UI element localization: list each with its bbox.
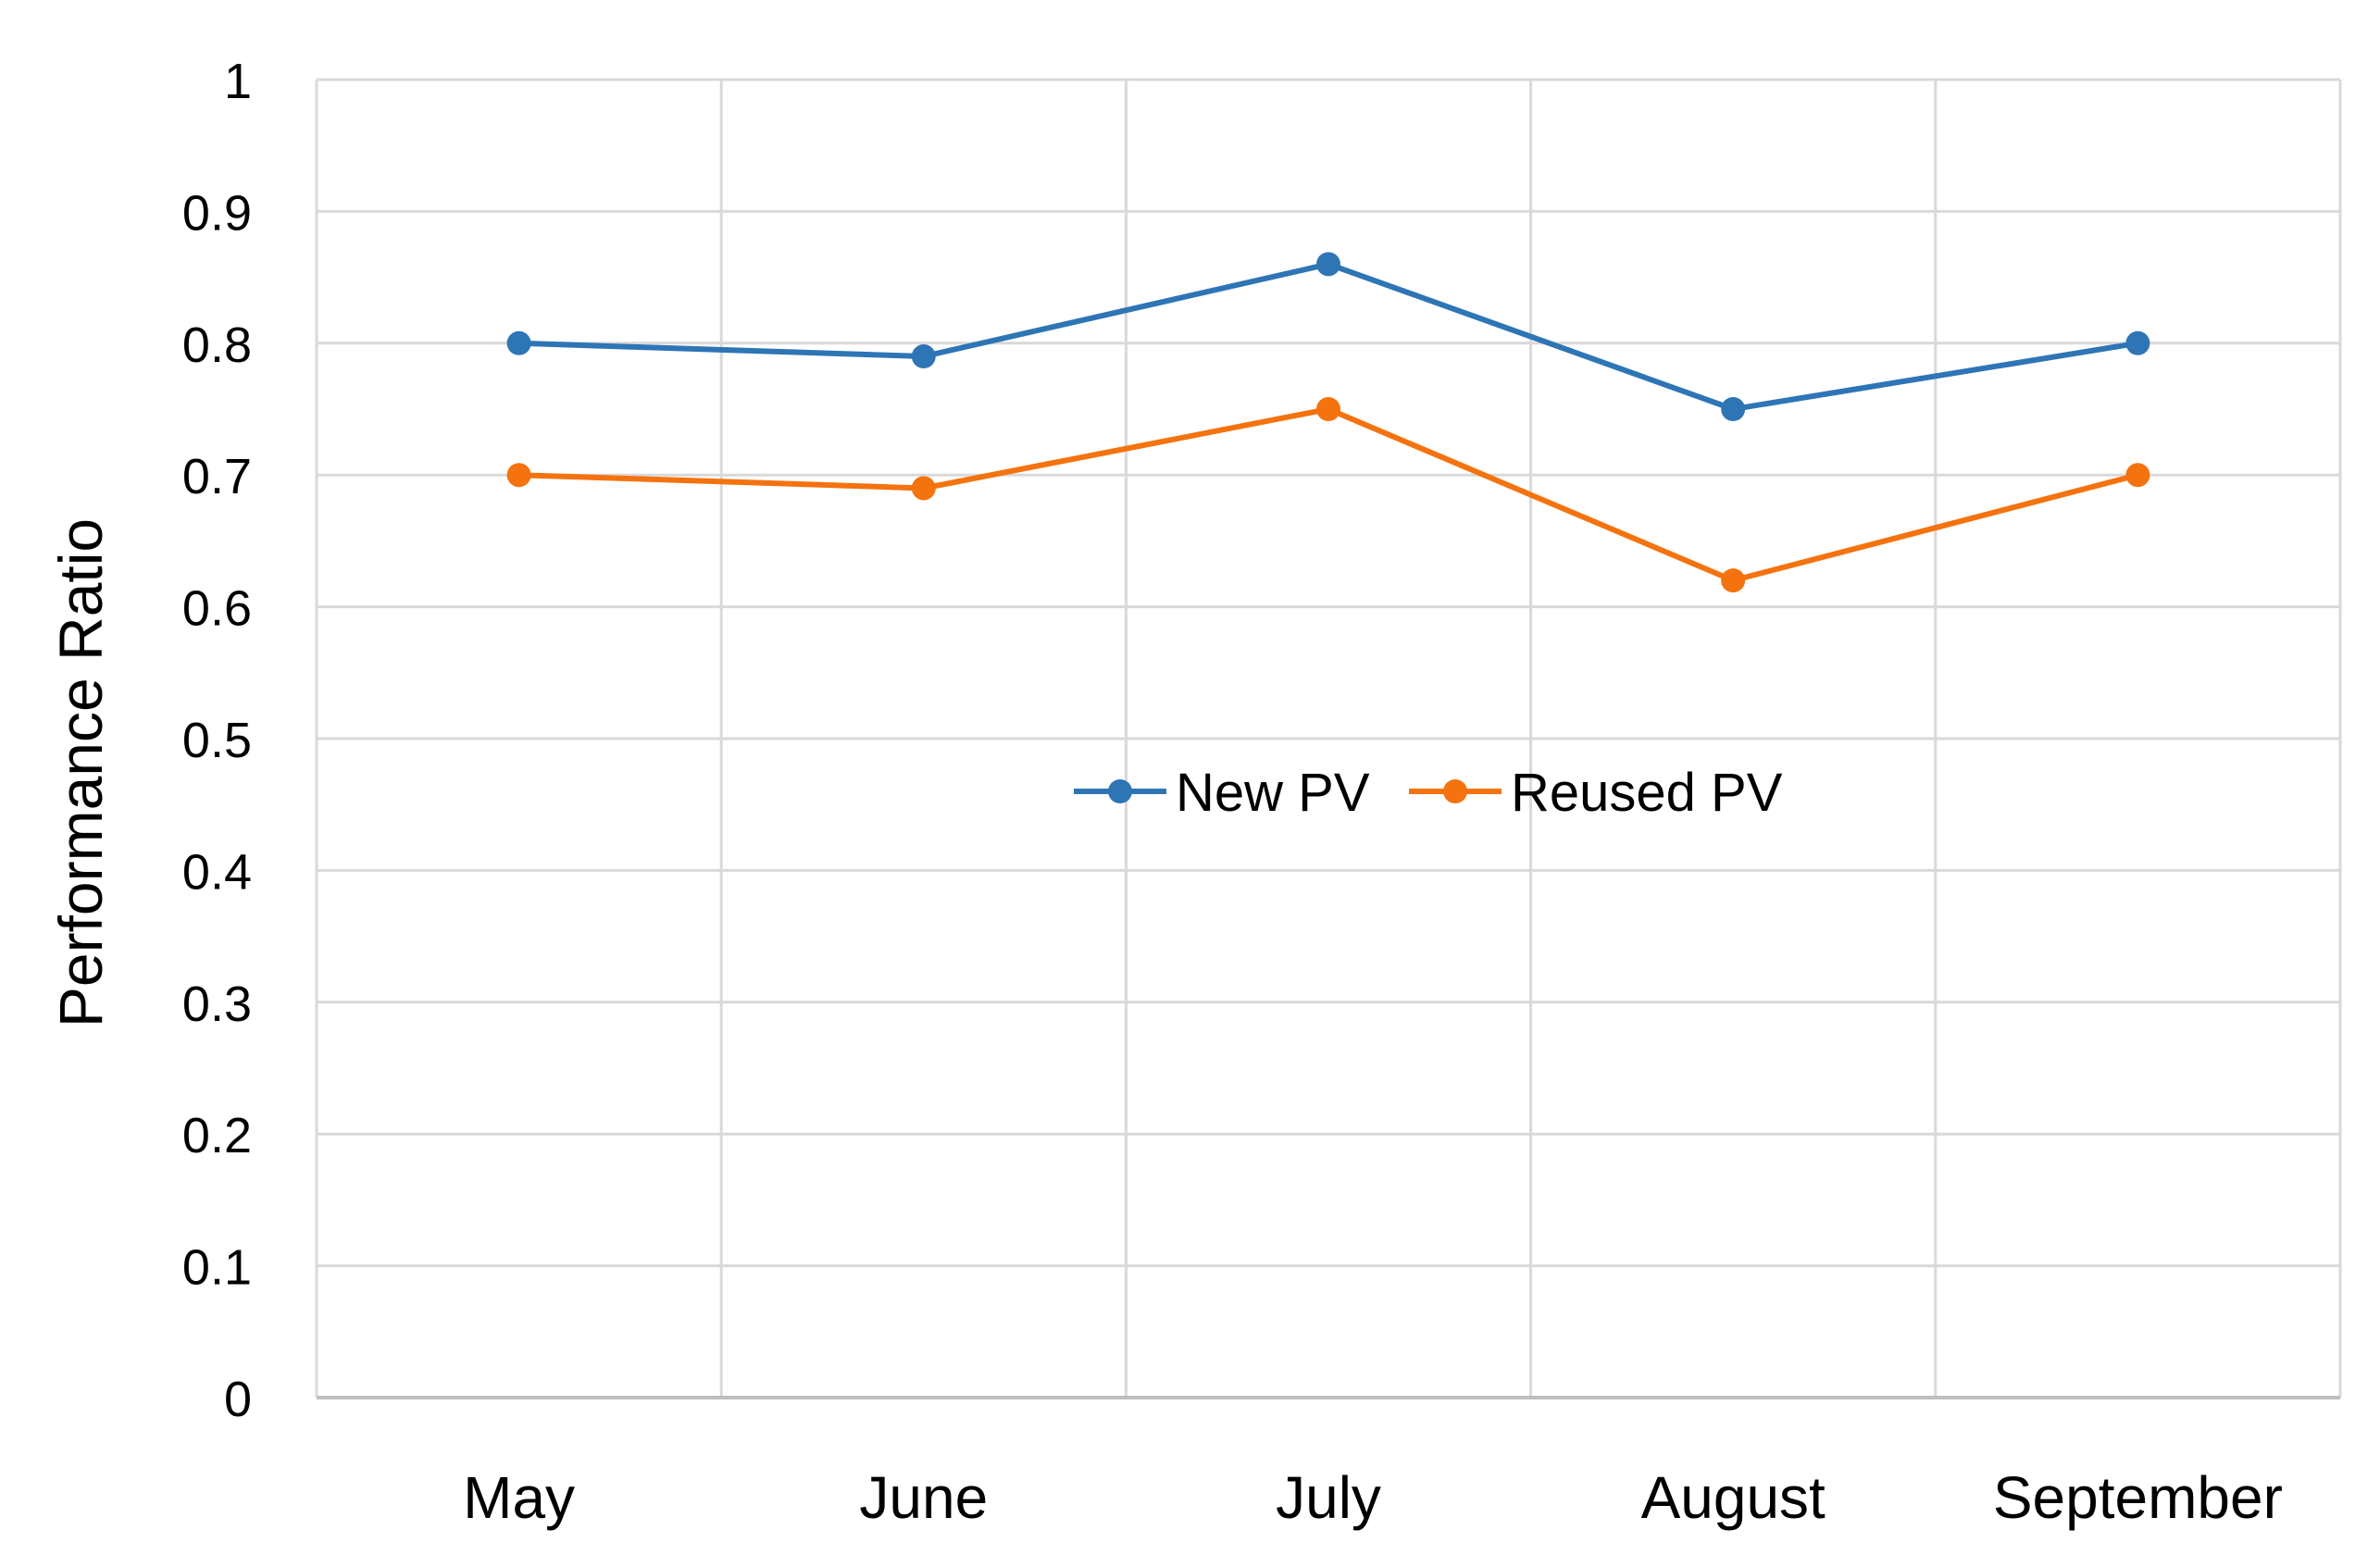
x-tick-label: August [1641,1464,1825,1531]
data-point [911,344,936,369]
y-tick-label: 0.9 [182,185,252,241]
y-tick-label: 1 [224,54,252,109]
series-reused-pv [506,397,2150,593]
data-point [1316,252,1340,277]
y-tick-label: 0.1 [182,1240,252,1296]
gridlines [315,78,2342,1398]
data-point [1721,568,1746,593]
x-tick-label: June [859,1464,988,1531]
y-tick-label: 0.6 [182,581,252,637]
legend-item: Reused PV [1409,763,1783,823]
x-tick-label: September [1993,1464,2283,1531]
x-axis-tick-labels: May June July August September [463,1464,2283,1531]
y-axis-tick-labels: 0 0.1 0.2 0.3 0.4 0.5 0.6 0.7 0.8 0.9 1 [182,54,252,1427]
data-point [1721,397,1746,421]
y-tick-label: 0.5 [182,713,252,768]
y-tick-label: 0.4 [182,844,252,900]
y-axis-title: Performance Ratio [46,518,115,1027]
data-point [506,330,531,355]
data-point [2125,463,2150,488]
data-point [1316,397,1340,421]
data-point [2125,330,2150,355]
y-tick-label: 0 [224,1372,252,1427]
data-point [911,476,936,501]
data-point [506,463,531,488]
x-tick-label: July [1276,1464,1381,1531]
y-tick-label: 0.2 [182,1108,252,1163]
series-new-pv [506,252,2150,421]
legend: New PV Reused PV [1074,763,1783,823]
y-tick-label: 0.3 [182,976,252,1032]
y-tick-label: 0.8 [182,317,252,373]
x-tick-label: May [463,1464,575,1531]
y-tick-label: 0.7 [182,449,252,504]
legend-marker [1108,779,1132,803]
series [506,252,2150,593]
legend-label: Reused PV [1511,763,1783,823]
legend-label: New PV [1176,763,1370,823]
legend-marker [1443,779,1467,803]
legend-item: New PV [1074,763,1370,823]
